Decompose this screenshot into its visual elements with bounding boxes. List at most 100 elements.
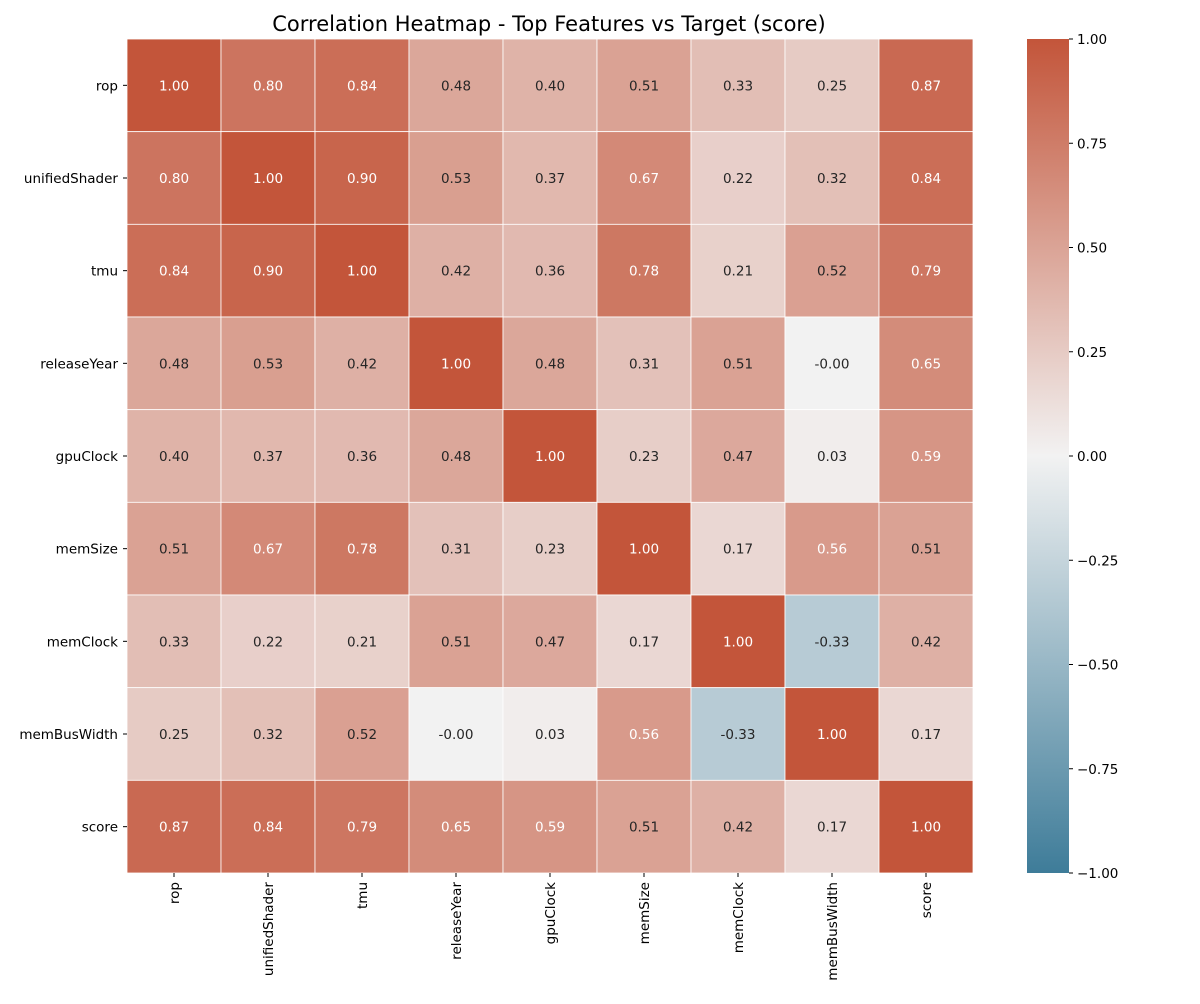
heatmap-cell <box>126 501 222 596</box>
x-tick-label: memBusWidth <box>825 882 841 981</box>
cell-value-label: 0.21 <box>723 264 753 280</box>
heatmap-cell <box>408 38 504 133</box>
heatmap-cell <box>878 687 974 781</box>
heatmap-cell <box>314 223 410 318</box>
cell-value-label: 0.59 <box>535 820 565 836</box>
cell-value-label: 0.22 <box>723 171 753 187</box>
cell-value-label: 0.42 <box>911 634 941 650</box>
colorbar-tick-label: −1.00 <box>1077 866 1118 882</box>
cell-value-label: 0.36 <box>347 449 377 465</box>
heatmap-cell <box>502 779 598 874</box>
cell-value-label: 0.47 <box>535 634 565 650</box>
cell-value-label: 0.22 <box>253 634 283 650</box>
heatmap-cell <box>220 409 316 503</box>
y-tick-label: releaseYear <box>40 356 118 372</box>
heatmap-cell <box>502 501 598 596</box>
heatmap-cell <box>502 131 598 225</box>
cell-value-label: 0.33 <box>723 78 753 94</box>
heatmap-cell <box>784 38 880 133</box>
cell-value-label: 0.25 <box>159 727 189 743</box>
cell-value-label: 0.31 <box>441 542 471 558</box>
heatmap-annotations: 1.00 0.80 0.84 0.48 0.40 0.51 0.33 0.25 0.87 0.80… <box>159 78 941 835</box>
cell-value-label: 0.36 <box>535 264 565 280</box>
heatmap-cell <box>126 779 222 874</box>
heatmap-cell <box>596 779 692 874</box>
heatmap-cell <box>408 779 504 874</box>
y-tick-label: tmu <box>91 264 118 280</box>
cell-value-label: 0.67 <box>253 542 283 558</box>
heatmap-cell <box>126 409 222 503</box>
x-tick-label: rop <box>167 882 183 904</box>
cell-value-label: 0.37 <box>535 171 565 187</box>
cell-value-label: 0.48 <box>535 356 565 372</box>
x-tick-label: releaseYear <box>449 882 465 960</box>
y-tick-label: memSize <box>56 542 118 558</box>
cell-value-label: 0.56 <box>817 542 847 558</box>
heatmap-cell <box>126 316 222 411</box>
heatmap-cell <box>878 131 974 225</box>
y-tick-label: memClock <box>47 634 118 650</box>
cell-value-label: 0.48 <box>441 78 471 94</box>
cell-value-label: 0.52 <box>347 727 377 743</box>
cell-value-label: 0.32 <box>817 171 847 187</box>
x-tick-label: memSize <box>637 882 653 944</box>
cell-value-label: 0.23 <box>629 449 659 465</box>
heatmap-cell <box>878 501 974 596</box>
heatmap-cell <box>690 594 786 689</box>
cell-value-label: 0.42 <box>723 820 753 836</box>
cell-value-label: 0.90 <box>253 264 283 280</box>
cell-value-label: 0.51 <box>159 542 189 558</box>
cell-value-label: 0.79 <box>911 264 941 280</box>
x-tick-label: gpuClock <box>543 882 559 945</box>
cell-value-label: 0.17 <box>723 542 753 558</box>
cell-value-label: 0.79 <box>347 820 377 836</box>
colorbar-tick-label: 1.00 <box>1077 32 1107 48</box>
cell-value-label: -0.00 <box>439 727 474 743</box>
cell-value-label: 0.51 <box>629 820 659 836</box>
cell-value-label: 1.00 <box>817 727 847 743</box>
heatmap-cell <box>220 223 316 318</box>
heatmap-cell <box>596 38 692 133</box>
cell-value-label: 0.84 <box>911 171 941 187</box>
cell-value-label: 0.32 <box>253 727 283 743</box>
heatmap-cell <box>408 223 504 318</box>
cell-value-label: 0.65 <box>911 356 941 372</box>
y-tick-label: unifiedShader <box>24 171 119 187</box>
cell-value-label: 0.40 <box>535 78 565 94</box>
heatmap-cell <box>690 223 786 318</box>
cell-value-label: 0.03 <box>817 449 847 465</box>
cell-value-label: 0.03 <box>535 727 565 743</box>
cell-value-label: 0.21 <box>347 634 377 650</box>
y-axis-ticks: rop unifiedShader tmu releaseYear gpuClock me… <box>19 78 127 836</box>
heatmap-cell <box>690 687 786 781</box>
heatmap-cell <box>502 38 598 133</box>
cell-value-label: 0.53 <box>441 171 471 187</box>
heatmap-cell <box>126 594 222 689</box>
heatmap-cell <box>784 316 880 411</box>
heatmap-cell <box>878 223 974 318</box>
cell-value-label: 1.00 <box>441 356 471 372</box>
cell-value-label: 0.67 <box>629 171 659 187</box>
heatmap-cell <box>502 594 598 689</box>
colorbar-tick-label: 0.75 <box>1077 136 1107 152</box>
cell-value-label: 0.51 <box>911 542 941 558</box>
heatmap-cell <box>502 687 598 781</box>
x-axis-ticks: rop unifiedShader tmu releaseYear gpuClock me… <box>167 873 935 981</box>
cell-value-label: 0.51 <box>441 634 471 650</box>
heatmap-cell <box>314 687 410 781</box>
cell-value-label: 0.48 <box>159 356 189 372</box>
cell-value-label: 0.25 <box>817 78 847 94</box>
heatmap-cell <box>314 501 410 596</box>
y-tick-label: memBusWidth <box>19 727 118 743</box>
cell-value-label: 0.78 <box>629 264 659 280</box>
colorbar-tick-label: −0.75 <box>1077 762 1118 778</box>
x-tick-label: unifiedShader <box>261 882 277 977</box>
cell-value-label: 0.80 <box>159 171 189 187</box>
cell-value-label: 1.00 <box>347 264 377 280</box>
heatmap-cells <box>126 38 974 874</box>
heatmap-cell <box>784 594 880 689</box>
heatmap-cell <box>502 223 598 318</box>
colorbar-tick-label: 0.50 <box>1077 241 1107 257</box>
